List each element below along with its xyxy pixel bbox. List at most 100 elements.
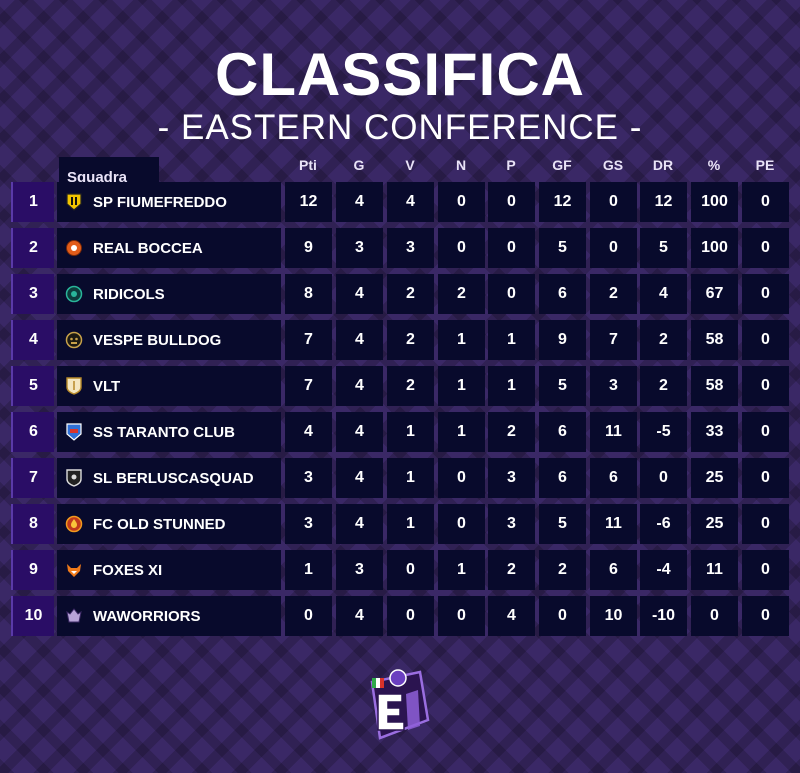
gs-cell: 11 [590,412,637,452]
v-cell: 2 [387,274,434,314]
team-cell: SP FIUMEFREDDO [57,182,281,222]
header-pe: PE [755,157,775,173]
pti-cell: 1 [285,550,332,590]
gs-cell: 6 [590,550,637,590]
pct-cell: 58 [691,320,738,360]
team-name: FOXES XI [93,561,163,579]
rank-cell: 1 [11,182,54,222]
rank-cell: 2 [11,228,54,268]
pct-cell: 25 [691,504,738,544]
team-cell: REAL BOCCEA [57,228,281,268]
gf-cell: 0 [539,596,586,636]
dr-cell: 4 [640,274,687,314]
flame-crest-icon [65,515,83,533]
g-cell: 4 [336,274,383,314]
g-cell: 3 [336,228,383,268]
team-name: SL BERLUSCASQUAD [93,469,254,487]
gf-cell: 6 [539,412,586,452]
table-row: 7 SL BERLUSCASQUAD 3 4 1 0 3 6 6 0 25 0 [0,458,800,498]
pe-cell: 0 [742,228,789,268]
dr-cell: 2 [640,366,687,406]
n-cell: 1 [438,550,485,590]
round-crest-icon [65,285,83,303]
pct-cell: 33 [691,412,738,452]
header-pti: Pti [299,157,317,173]
pti-cell: 9 [285,228,332,268]
pct-cell: 58 [691,366,738,406]
warrior-crest-icon [65,607,83,625]
header-v: V [405,157,415,173]
table-row: 1 SP FIUMEFREDDO 12 4 4 0 0 12 0 12 100 … [0,182,800,222]
gs-cell: 10 [590,596,637,636]
p-cell: 0 [488,182,535,222]
p-cell: 2 [488,550,535,590]
n-cell: 2 [438,274,485,314]
dr-cell: -4 [640,550,687,590]
e-league-logo-icon [358,660,436,746]
n-cell: 1 [438,412,485,452]
dr-cell: 12 [640,182,687,222]
rank-cell: 3 [11,274,54,314]
table-row: 9 FOXES XI 1 3 0 1 2 2 6 -4 11 0 [0,550,800,590]
shield-yellow-icon [65,193,83,211]
fox-icon [65,561,83,579]
pe-cell: 0 [742,412,789,452]
gf-cell: 5 [539,366,586,406]
rank-cell: 5 [11,366,54,406]
g-cell: 4 [336,596,383,636]
pe-cell: 0 [742,596,789,636]
page-title: CLASSIFICA [215,41,585,108]
v-cell: 1 [387,412,434,452]
p-cell: 1 [488,366,535,406]
team-cell: VESPE BULLDOG [57,320,281,360]
gf-cell: 5 [539,228,586,268]
gf-cell: 5 [539,504,586,544]
header-gs: GS [602,157,624,173]
rank-cell: 10 [11,596,54,636]
pti-cell: 3 [285,504,332,544]
pct-cell: 100 [691,182,738,222]
p-cell: 3 [488,504,535,544]
pti-cell: 4 [285,412,332,452]
table-row: 3 RIDICOLS 8 4 2 2 0 6 2 4 67 0 [0,274,800,314]
pct-cell: 25 [691,458,738,498]
pti-cell: 3 [285,458,332,498]
n-cell: 0 [438,504,485,544]
p-cell: 3 [488,458,535,498]
p-cell: 4 [488,596,535,636]
v-cell: 2 [387,366,434,406]
g-cell: 4 [336,458,383,498]
pct-cell: 67 [691,274,738,314]
gs-cell: 2 [590,274,637,314]
header-g: G [353,157,365,173]
pti-cell: 12 [285,182,332,222]
gs-cell: 6 [590,458,637,498]
n-cell: 0 [438,458,485,498]
gf-cell: 12 [539,182,586,222]
n-cell: 0 [438,596,485,636]
gf-cell: 6 [539,458,586,498]
gf-cell: 9 [539,320,586,360]
g-cell: 3 [336,550,383,590]
table-row: 10 WAWORRIORS 0 4 0 0 4 0 10 -10 0 0 [0,596,800,636]
team-name: FC OLD STUNNED [93,515,226,533]
ball-crest-icon [65,239,83,257]
g-cell: 4 [336,504,383,544]
pe-cell: 0 [742,504,789,544]
gf-cell: 2 [539,550,586,590]
pti-cell: 8 [285,274,332,314]
pti-cell: 7 [285,366,332,406]
pe-cell: 0 [742,182,789,222]
table-row: 2 REAL BOCCEA 9 3 3 0 0 5 0 5 100 0 [0,228,800,268]
gf-cell: 6 [539,274,586,314]
shield-blue-icon [65,423,83,441]
table-row: 5 VLT 7 4 2 1 1 5 3 2 58 0 [0,366,800,406]
pe-cell: 0 [742,458,789,498]
n-cell: 1 [438,320,485,360]
pct-cell: 11 [691,550,738,590]
v-cell: 3 [387,228,434,268]
gs-cell: 3 [590,366,637,406]
g-cell: 4 [336,412,383,452]
pct-cell: 0 [691,596,738,636]
table-row: 8 FC OLD STUNNED 3 4 1 0 3 5 11 -6 25 0 [0,504,800,544]
